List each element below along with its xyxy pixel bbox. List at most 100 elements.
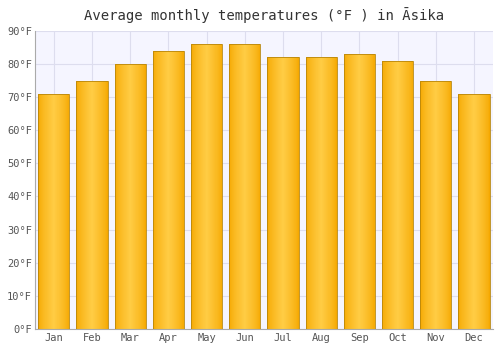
Bar [197, 44, 198, 329]
Bar [157, 51, 158, 329]
Bar [118, 64, 119, 329]
Bar [314, 57, 315, 329]
Bar [468, 94, 469, 329]
Bar [430, 80, 431, 329]
Bar [220, 44, 221, 329]
Bar [272, 57, 273, 329]
Bar [366, 54, 367, 329]
Bar [423, 80, 424, 329]
Title: Average monthly temperatures (°F ) in Āsika: Average monthly temperatures (°F ) in Ās… [84, 7, 444, 23]
Bar [287, 57, 288, 329]
Bar [403, 61, 404, 329]
Bar [382, 61, 383, 329]
Bar [52, 94, 53, 329]
Bar [206, 44, 207, 329]
Bar [174, 51, 175, 329]
Bar [291, 57, 292, 329]
Bar [306, 57, 307, 329]
Bar [350, 54, 351, 329]
Bar [178, 51, 179, 329]
Bar [290, 57, 291, 329]
Bar [242, 44, 243, 329]
Bar [398, 61, 399, 329]
Bar [320, 57, 321, 329]
Bar [280, 57, 281, 329]
Bar [76, 80, 77, 329]
Bar [458, 94, 459, 329]
Bar [286, 57, 287, 329]
Bar [102, 80, 103, 329]
Bar [480, 94, 482, 329]
Bar [318, 57, 319, 329]
Bar [114, 64, 115, 329]
Bar [171, 51, 172, 329]
Bar [312, 57, 313, 329]
Bar [412, 61, 413, 329]
Bar [319, 57, 320, 329]
Bar [357, 54, 358, 329]
Bar [308, 57, 309, 329]
Bar [462, 94, 463, 329]
Bar [130, 64, 132, 329]
Bar [373, 54, 374, 329]
Bar [465, 94, 466, 329]
Bar [213, 44, 214, 329]
Bar [154, 51, 155, 329]
Bar [330, 57, 331, 329]
Bar [63, 94, 64, 329]
Bar [256, 44, 257, 329]
Bar [41, 94, 42, 329]
Bar [345, 54, 346, 329]
Bar [212, 44, 213, 329]
Bar [62, 94, 63, 329]
Bar [335, 57, 336, 329]
Bar [140, 64, 141, 329]
Bar [359, 54, 360, 329]
Bar [474, 94, 475, 329]
Bar [159, 51, 160, 329]
Bar [99, 80, 100, 329]
Bar [447, 80, 448, 329]
Bar [361, 54, 362, 329]
Bar [210, 44, 211, 329]
Bar [313, 57, 314, 329]
Bar [284, 57, 285, 329]
Bar [253, 44, 254, 329]
Bar [90, 80, 91, 329]
Bar [249, 44, 250, 329]
Bar [475, 94, 476, 329]
Bar [211, 44, 212, 329]
Bar [315, 57, 316, 329]
Bar [123, 64, 124, 329]
Bar [321, 57, 322, 329]
Bar [119, 64, 120, 329]
Bar [84, 80, 85, 329]
Bar [215, 44, 216, 329]
Bar [362, 54, 363, 329]
Bar [128, 64, 129, 329]
Bar [244, 44, 245, 329]
Bar [306, 57, 337, 329]
Bar [484, 94, 485, 329]
Bar [233, 44, 234, 329]
Bar [397, 61, 398, 329]
Bar [251, 44, 252, 329]
Bar [317, 57, 318, 329]
Bar [129, 64, 130, 329]
Bar [371, 54, 372, 329]
Bar [396, 61, 397, 329]
Bar [100, 80, 101, 329]
Bar [325, 57, 326, 329]
Bar [200, 44, 201, 329]
Bar [250, 44, 251, 329]
Bar [205, 44, 206, 329]
Bar [77, 80, 78, 329]
Bar [404, 61, 405, 329]
Bar [446, 80, 447, 329]
Bar [268, 57, 298, 329]
Bar [307, 57, 308, 329]
Bar [464, 94, 465, 329]
Bar [438, 80, 439, 329]
Bar [426, 80, 427, 329]
Bar [402, 61, 403, 329]
